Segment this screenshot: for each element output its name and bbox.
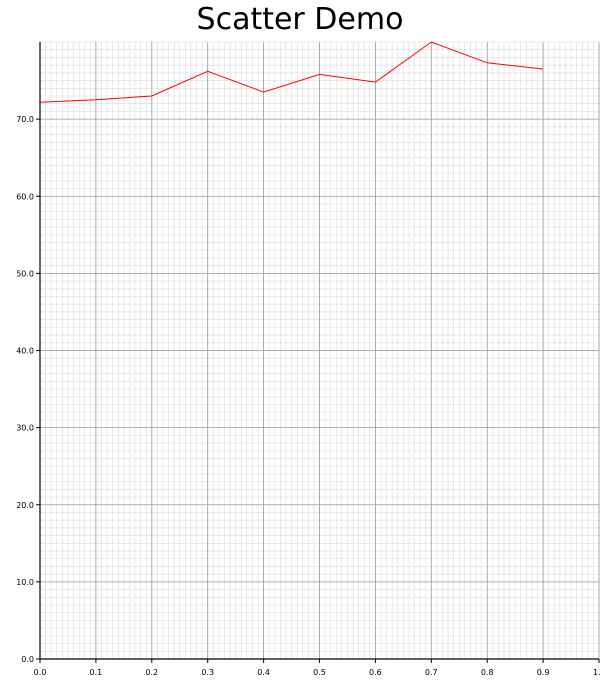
x-tick-label: 0.6	[369, 668, 382, 677]
x-tick-label: 0.2	[145, 668, 158, 677]
y-tick-label: 50.0	[16, 269, 34, 278]
y-tick-label: 70.0	[16, 115, 34, 124]
x-tick-label: 0.7	[425, 668, 438, 677]
y-tick-label: 10.0	[16, 578, 34, 587]
x-tick-label: 0.0	[34, 668, 47, 677]
x-tick-label: 0.8	[481, 668, 494, 677]
x-tick-label: 0.1	[90, 668, 103, 677]
x-tick-label: 0.5	[313, 668, 326, 677]
y-tick-label: 60.0	[16, 192, 34, 201]
series-line	[39, 41, 544, 103]
x-tick-label: 0.9	[537, 668, 550, 677]
y-tick-labels: 0.0 10.0 20.0 30.0 40.0 50.0 60.0 70.0	[16, 115, 34, 664]
y-tick-label: 20.0	[16, 501, 34, 510]
x-tick-label: 0.3	[201, 668, 214, 677]
chart-title: Scatter Demo	[196, 2, 404, 37]
x-tick-labels: 0.0 0.1 0.2 0.3 0.4 0.5 0.6 0.7 0.8 0.9 1.	[34, 668, 600, 677]
y-tick-label: 30.0	[16, 424, 34, 433]
y-tick-label: 0.0	[21, 655, 34, 664]
y-tick-label: 40.0	[16, 347, 34, 356]
x-tick-label: 0.4	[257, 668, 270, 677]
series-layer	[39, 41, 544, 103]
axes	[36, 42, 600, 663]
x-tick-label: 1.	[593, 668, 600, 677]
